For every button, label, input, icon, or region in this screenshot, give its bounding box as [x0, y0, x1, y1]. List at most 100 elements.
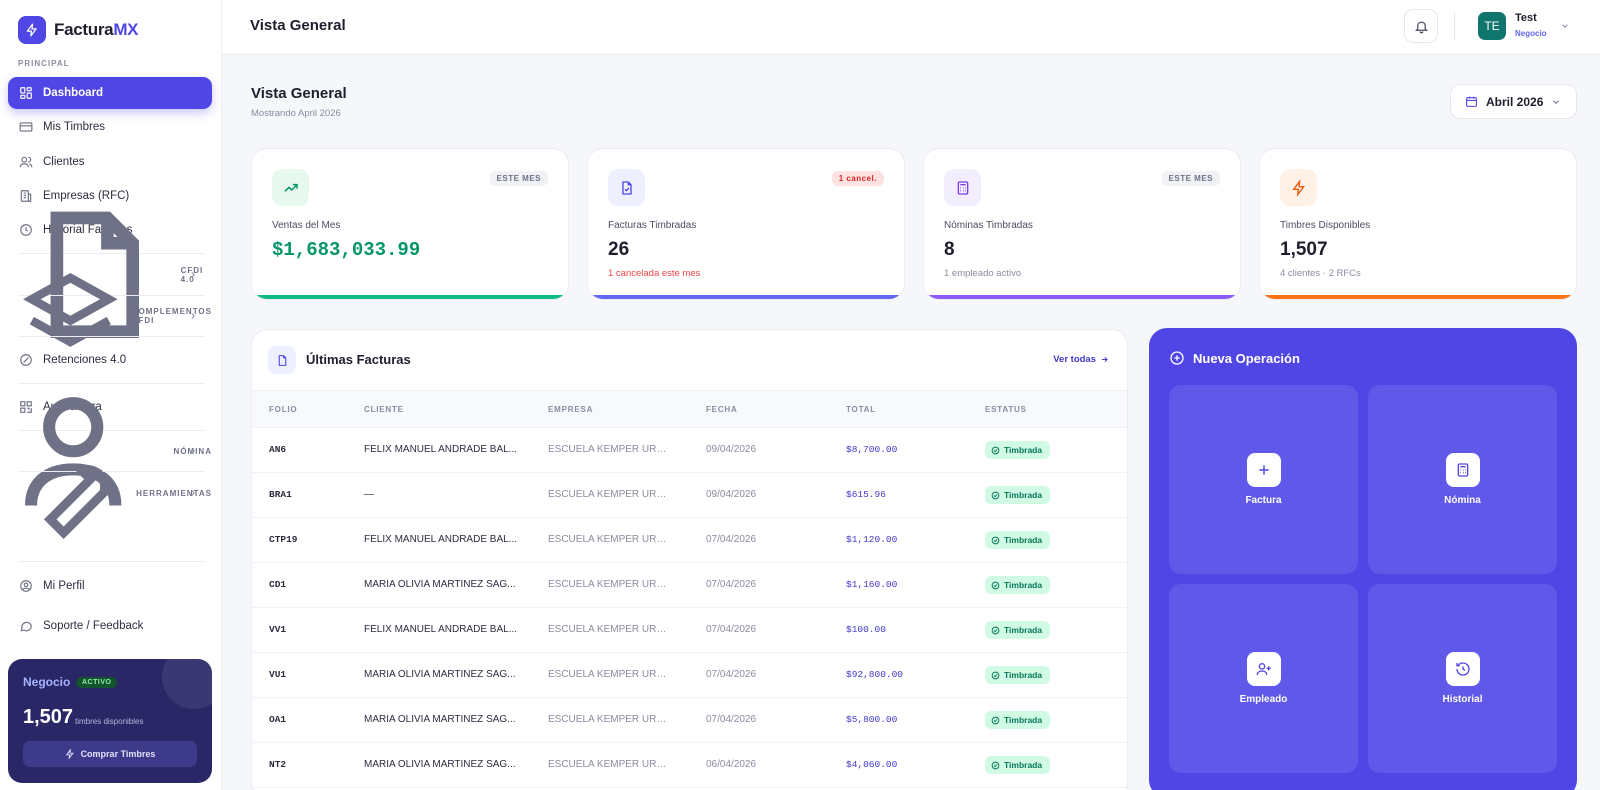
chevron-down-icon: [1553, 99, 1560, 104]
table-header: FOLIO CLIENTE EMPRESA FECHA TOTAL ESTATU…: [252, 390, 1127, 428]
new-operation-label: Nueva Operación: [1193, 350, 1300, 366]
folio-cell: CD1: [269, 579, 287, 590]
accent-bar: [924, 295, 1240, 299]
page-title: Vista General: [251, 85, 347, 102]
client-cell: FELIX MANUEL ANDRADE BAL...: [364, 624, 518, 635]
sidebar-item-dashboard[interactable]: Dashboard: [8, 77, 212, 109]
notifications-button[interactable]: [1404, 9, 1438, 43]
stat-badge: ESTE MES: [489, 171, 548, 186]
sidebar-item-retenciones[interactable]: Retenciones 4.0: [8, 344, 212, 376]
divider: [18, 383, 204, 384]
user-circle-icon: [20, 580, 32, 592]
new-employee-tile[interactable]: Empleado: [1169, 584, 1358, 773]
decorative-circle: [162, 659, 212, 709]
table-row[interactable]: NT2 MARIA OLIVIA MARTINEZ SAG... ESCUELA K…: [252, 743, 1127, 788]
user-name[interactable]: Test: [1515, 12, 1537, 24]
check-circle-icon: [991, 536, 1000, 544]
qr-icon: [20, 401, 32, 413]
clock-icon: [20, 224, 32, 236]
status-label: Timbrada: [1004, 760, 1043, 770]
company-cell: ESCUELA KEMPER URGA...: [548, 534, 672, 545]
folio-cell: OA1: [269, 714, 287, 725]
new-operation-panel: Nueva Operación Factura Nómina Empleado …: [1149, 328, 1577, 790]
plus-circle-icon: [1170, 351, 1184, 365]
stat-badge: ESTE MES: [1161, 171, 1220, 186]
divider: [18, 430, 204, 431]
sidebar-item-clientes[interactable]: Clientes: [8, 146, 212, 178]
table-row[interactable]: CD1 MARIA OLIVIA MARTINEZ SAG... ESCUELA K…: [252, 563, 1127, 608]
sidebar-item-empresas[interactable]: Empresas (RFC): [8, 180, 212, 212]
column-header: FOLIO: [269, 405, 298, 414]
total-cell: $1,160.00: [846, 579, 898, 590]
sidebar-group-herramientas[interactable]: HERRAMIENTAS: [8, 465, 212, 540]
date-cell: 09/04/2026: [706, 444, 757, 455]
stat-note: 1 cancelada este mes: [608, 268, 701, 279]
table-row[interactable]: OA1 MARIA OLIVIA MARTINEZ SAG... ESCUELA K…: [252, 698, 1127, 743]
tile-label: Empleado: [1239, 694, 1288, 705]
view-all-label: Ver todas: [1053, 354, 1096, 365]
stat-card-timbres: Timbres Disponibles 1,507 4 clientes · 2…: [1259, 148, 1577, 300]
sidebar-group-label: HERRAMIENTAS: [136, 488, 212, 498]
avatar[interactable]: TE: [1478, 12, 1506, 40]
table-row[interactable]: BRA1 — ESCUELA KEMPER URGA... 09/04/2026 $61…: [252, 473, 1127, 518]
sidebar-item-mis-timbres[interactable]: Mis Timbres: [8, 111, 212, 143]
wrench-icon: [43, 465, 109, 540]
history-tile[interactable]: Historial: [1368, 584, 1557, 773]
stat-label: Ventas del Mes: [272, 220, 341, 231]
chevron-right-icon: [191, 448, 195, 454]
bolt-icon: [65, 749, 74, 759]
recent-invoices-card: Últimas Facturas Ver todas FOLIO CLIENTE…: [251, 329, 1128, 790]
sidebar-item-mi-perfil[interactable]: Mi Perfil: [8, 570, 212, 602]
month-picker[interactable]: Abril 2026: [1450, 84, 1577, 119]
status-badge: Timbrada: [985, 441, 1051, 459]
divider: [18, 561, 204, 562]
column-header: ESTATUS: [985, 405, 1027, 414]
buy-stamps-button[interactable]: Comprar Timbres: [23, 741, 197, 767]
users-icon: [25, 396, 122, 506]
status-badge: Timbrada: [985, 666, 1051, 684]
grid-icon: [20, 87, 32, 99]
view-all-link[interactable]: Ver todas: [1053, 354, 1109, 365]
divider: [18, 471, 204, 472]
folio-cell: VU1: [269, 669, 287, 680]
total-cell: $92,800.00: [846, 669, 904, 680]
history-icon: [1445, 652, 1480, 686]
brand-name: FacturaMX: [54, 20, 139, 39]
new-payroll-tile[interactable]: Nómina: [1368, 385, 1557, 574]
sidebar-item-label: Mis Timbres: [43, 121, 105, 133]
sidebar-group-nomina[interactable]: NÓMINA: [8, 396, 212, 506]
sidebar-group-label: CFDI 4.0: [180, 266, 204, 284]
stat-card-facturas: 1 cancel. Facturas Timbradas 26 1 cancel…: [587, 148, 905, 300]
table-row[interactable]: VV1 FELIX MANUEL ANDRADE BAL... ESCUELA KE…: [252, 608, 1127, 653]
stat-badge: 1 cancel.: [831, 171, 884, 186]
plan-count: 1,507: [23, 706, 74, 728]
status-label: Timbrada: [1004, 490, 1043, 500]
new-invoice-tile[interactable]: Factura: [1169, 385, 1358, 574]
date-cell: 09/04/2026: [706, 489, 757, 500]
sidebar-item-label: Empresas (RFC): [43, 190, 130, 202]
table-row[interactable]: CTP19 FELIX MANUEL ANDRADE BAL... ESCUELA …: [252, 518, 1127, 563]
stat-label: Facturas Timbradas: [608, 220, 697, 231]
table-row[interactable]: AN6 FELIX MANUEL ANDRADE BAL... ESCUELA KE…: [252, 428, 1127, 473]
trending-up-icon: [272, 169, 309, 206]
sidebar-item-soporte[interactable]: Soporte / Feedback: [8, 610, 212, 642]
users-icon: [19, 156, 33, 168]
status-label: Timbrada: [1004, 535, 1043, 545]
check-circle-icon: [991, 446, 1000, 454]
sidebar-item-label: Dashboard: [43, 87, 104, 99]
status-badge: Timbrada: [985, 531, 1051, 549]
stat-card-nominas: ESTE MES Nóminas Timbradas 8 1 empleado …: [923, 148, 1241, 300]
sidebar-group-complementos[interactable]: COMPLEMENTOS CFDI: [8, 272, 212, 347]
total-cell: $1,120.00: [846, 534, 898, 545]
sidebar: FacturaMX PRINCIPAL Dashboard Mis Timbre…: [0, 0, 222, 790]
total-cell: $100.00: [846, 624, 886, 635]
top-header: Vista General TE Test Negocio: [222, 0, 1600, 55]
card-icon: [19, 122, 33, 132]
check-circle-icon: [991, 716, 1000, 724]
chevron-down-icon[interactable]: [1560, 21, 1570, 31]
check-circle-icon: [991, 761, 1000, 769]
company-cell: ESCUELA KEMPER URGA...: [548, 444, 672, 455]
brand[interactable]: FacturaMX: [18, 16, 139, 44]
message-icon: [20, 621, 32, 632]
table-row[interactable]: VU1 MARIA OLIVIA MARTINEZ SAG... ESCUELA K…: [252, 653, 1127, 698]
